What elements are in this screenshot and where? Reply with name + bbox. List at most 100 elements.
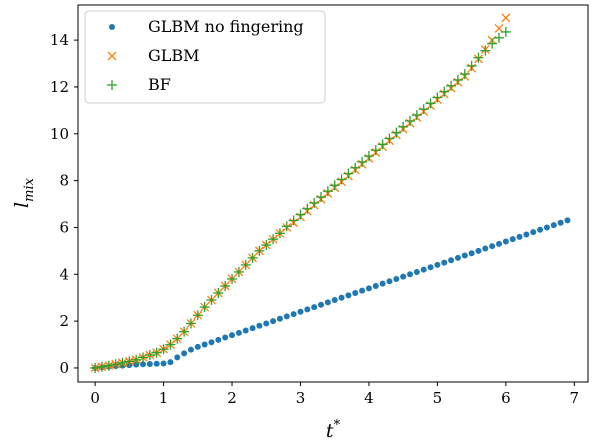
data-point [240, 259, 251, 270]
data-point [103, 360, 114, 371]
data-point [377, 139, 388, 150]
data-point [140, 361, 147, 368]
x-axis-ticks: 0 1 2 3 4 5 6 7 [90, 382, 579, 407]
data-point [256, 322, 263, 329]
data-point [146, 360, 153, 367]
data-point [350, 162, 361, 173]
data-point [227, 273, 238, 284]
data-point [268, 234, 279, 245]
data-point [379, 280, 386, 287]
data-point [427, 264, 434, 271]
data-point [501, 13, 511, 23]
data-point [302, 203, 313, 214]
data-point [461, 252, 468, 259]
data-point [138, 352, 149, 363]
data-point [482, 245, 489, 252]
data-point [418, 104, 429, 115]
data-point [261, 240, 272, 251]
y-tick-label: 4 [59, 265, 69, 283]
data-point [165, 339, 176, 350]
data-point [473, 52, 484, 63]
data-point [398, 121, 409, 132]
data-point [370, 145, 381, 156]
data-point [242, 327, 249, 334]
data-point [516, 233, 523, 240]
data-point [420, 266, 427, 273]
x-tick-label: 7 [570, 389, 580, 407]
x-tick-label: 4 [364, 389, 374, 407]
data-point [235, 329, 242, 336]
x-tick-label: 1 [159, 389, 169, 407]
x-tick-label: 0 [90, 389, 100, 407]
data-point [90, 362, 101, 373]
data-point [249, 325, 256, 332]
data-point [338, 294, 345, 301]
y-tick-label: 10 [50, 125, 69, 143]
y-tick-label: 14 [50, 31, 69, 49]
data-point [199, 302, 210, 313]
data-point [270, 318, 277, 325]
data-point [187, 346, 194, 353]
data-point [407, 271, 414, 278]
data-point [295, 209, 306, 220]
data-point [468, 250, 475, 257]
data-point [229, 332, 236, 339]
data-point [283, 313, 290, 320]
data-point [309, 197, 320, 208]
legend-marker-shape [107, 80, 117, 90]
data-point [400, 273, 407, 280]
data-point [151, 347, 162, 358]
data-point [550, 222, 557, 229]
data-point [274, 228, 285, 239]
data-point [494, 32, 505, 43]
data-point [174, 354, 181, 361]
data-point [96, 361, 107, 372]
data-point [336, 174, 347, 185]
data-point [110, 359, 121, 370]
legend-label-bf: BF [148, 75, 171, 94]
data-point [316, 192, 327, 203]
data-point [363, 151, 374, 162]
data-point [454, 254, 461, 261]
y-tick-label: 8 [59, 172, 69, 190]
data-point [365, 285, 372, 292]
y-tick-label: 6 [59, 218, 69, 236]
data-point [405, 115, 416, 126]
legend-marker-glbm [107, 51, 117, 61]
legend-box [84, 10, 326, 104]
data-point [247, 252, 258, 263]
y-axis-label: lmix [11, 177, 37, 208]
data-point [459, 69, 470, 80]
data-point [192, 310, 203, 321]
data-point [523, 231, 530, 238]
data-point [290, 311, 297, 318]
data-point [557, 219, 564, 226]
data-point [494, 23, 504, 33]
data-point [179, 326, 190, 337]
data-point [297, 308, 304, 315]
data-point [372, 282, 379, 289]
data-point [391, 127, 402, 138]
data-point [543, 224, 550, 231]
data-point [475, 247, 482, 254]
data-point [220, 280, 231, 291]
data-point [233, 266, 244, 277]
data-point [322, 186, 333, 197]
data-point [304, 306, 311, 313]
y-tick-label: 0 [59, 359, 69, 377]
data-point [432, 92, 443, 103]
data-point [564, 217, 571, 224]
data-point [448, 257, 455, 264]
data-point [359, 287, 366, 294]
data-point [434, 261, 441, 268]
data-point [413, 268, 420, 275]
data-point [153, 360, 160, 367]
data-point [384, 133, 395, 144]
data-point [502, 238, 509, 245]
legend-label-glbm-no-fingering: GLBM no fingering [148, 17, 304, 36]
data-point [213, 288, 224, 299]
data-point [206, 295, 217, 306]
data-point [480, 45, 491, 56]
data-point [500, 26, 511, 37]
data-point [343, 168, 354, 179]
